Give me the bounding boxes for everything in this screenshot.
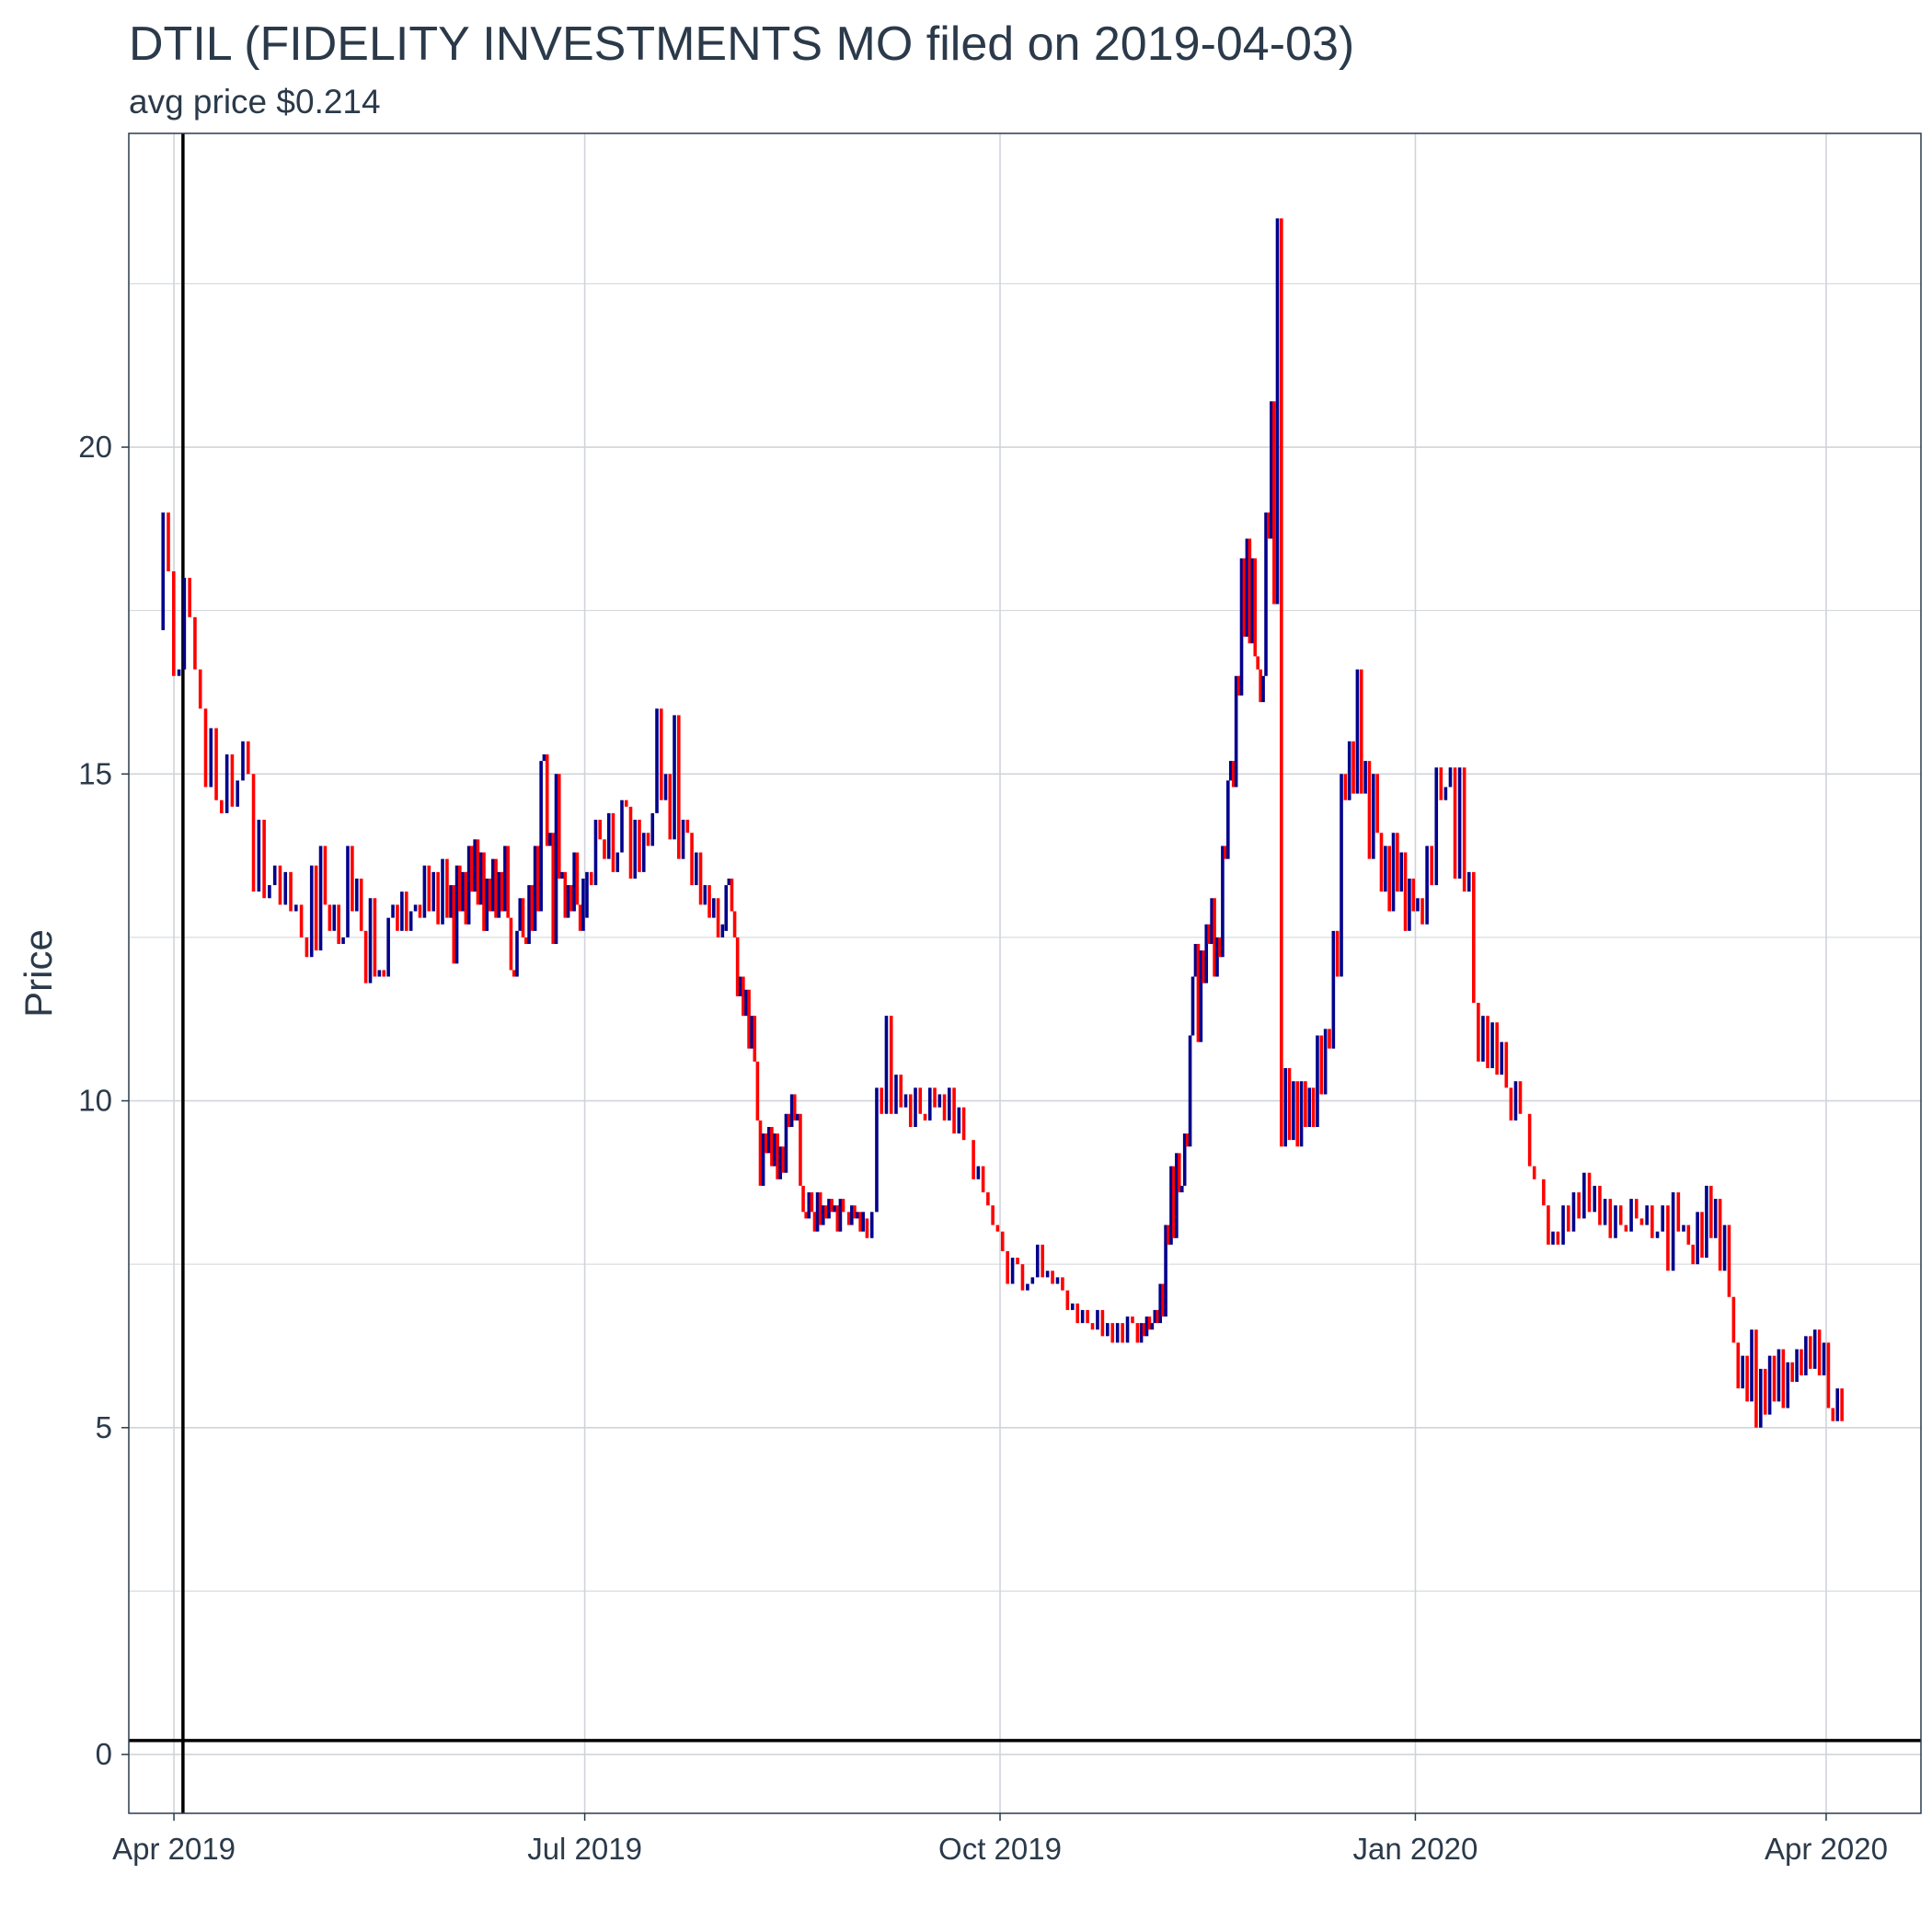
- plot-panel-border: [128, 132, 1922, 1814]
- chart-title: DTIL (FIDELITY INVESTMENTS MO filed on 2…: [129, 17, 1355, 71]
- y-tick-label: 0: [96, 1737, 112, 1771]
- chart-subtitle: avg price $0.214: [129, 83, 381, 121]
- y-tick-label: 20: [78, 430, 112, 464]
- y-axis-title: Price: [17, 929, 60, 1018]
- x-axis: Apr 2019 Jul 2019 Oct 2019 Jan 2020 Apr 2020: [112, 1813, 1888, 1866]
- y-tick-label: 10: [78, 1084, 112, 1118]
- grid-lines: [129, 133, 1921, 1813]
- reference-lines: [129, 133, 1921, 1813]
- x-tick-label: Apr 2020: [1765, 1832, 1888, 1866]
- y-tick-label: 15: [78, 756, 112, 790]
- y-axis: 0 5 10 15 20: [78, 430, 129, 1771]
- y-tick-label: 5: [96, 1410, 112, 1444]
- ohlc-bars: [161, 218, 1844, 1428]
- x-tick-label: Oct 2019: [938, 1832, 1062, 1866]
- x-tick-label: Apr 2019: [112, 1832, 236, 1866]
- x-tick-label: Jul 2019: [527, 1832, 642, 1866]
- x-tick-label: Jan 2020: [1353, 1832, 1478, 1866]
- plot-panel: [129, 133, 1921, 1813]
